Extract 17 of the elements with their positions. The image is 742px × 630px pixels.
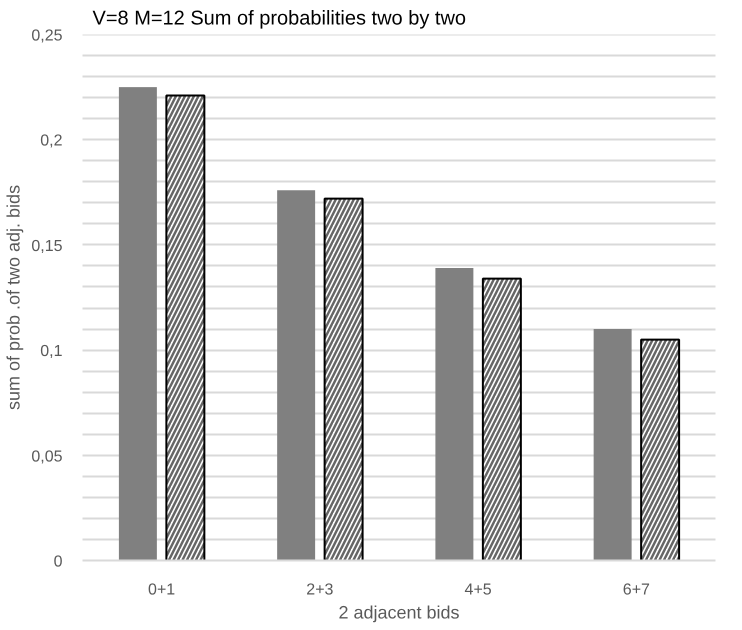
x-tick-label: 2+3	[306, 582, 334, 598]
y-tick-label: 0,05	[31, 448, 63, 466]
bar	[277, 190, 316, 560]
y-tick-label: 0,2	[40, 132, 63, 150]
x-tick-label: 4+5	[464, 582, 492, 598]
y-tick-label: 0	[54, 554, 63, 570]
x-axis-title: 2 adjacent bids	[338, 602, 460, 622]
x-tick-label: 6+7	[622, 582, 650, 598]
bar	[435, 268, 474, 560]
bar	[594, 329, 632, 560]
chart-title: V=8 M=12 Sum of probabilities two by two	[92, 8, 466, 30]
x-tick-label: 0+1	[148, 582, 176, 598]
y-axis-title: sum of prob .of two adj. bids	[3, 184, 24, 410]
bar	[118, 87, 157, 560]
y-tick-label: 0,25	[31, 28, 63, 44]
y-tick-label: 0,15	[31, 238, 63, 255]
y-tick-label: 0,1	[40, 343, 63, 360]
